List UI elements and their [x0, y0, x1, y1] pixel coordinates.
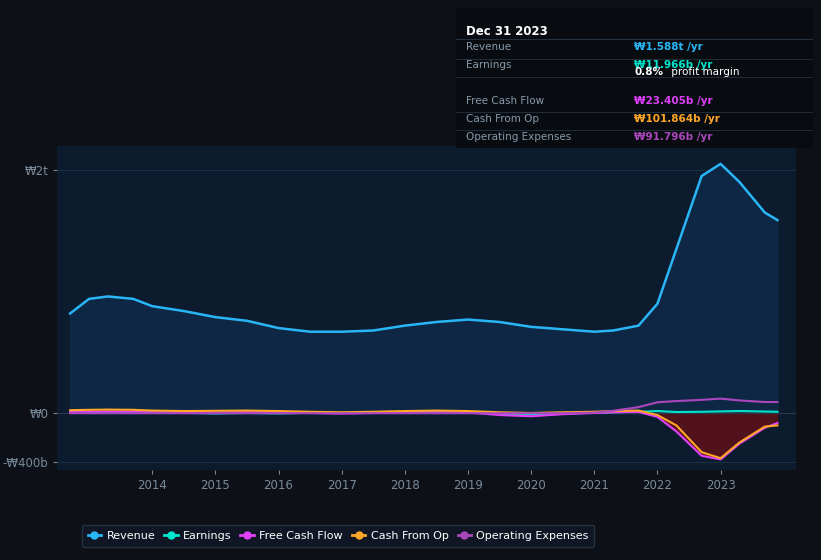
Text: Cash From Op: Cash From Op [466, 114, 539, 124]
Text: profit margin: profit margin [668, 67, 740, 77]
Legend: Revenue, Earnings, Free Cash Flow, Cash From Op, Operating Expenses: Revenue, Earnings, Free Cash Flow, Cash … [82, 525, 594, 547]
Text: ₩91.796b /yr: ₩91.796b /yr [635, 132, 713, 142]
Text: Earnings: Earnings [466, 60, 511, 70]
Text: Free Cash Flow: Free Cash Flow [466, 96, 544, 106]
Text: Dec 31 2023: Dec 31 2023 [466, 25, 548, 38]
Text: 0.8%: 0.8% [635, 67, 663, 77]
Text: ₩11.966b /yr: ₩11.966b /yr [635, 60, 713, 70]
Text: ₩101.864b /yr: ₩101.864b /yr [635, 114, 720, 124]
Text: Revenue: Revenue [466, 42, 511, 52]
Text: ₩1.588t /yr: ₩1.588t /yr [635, 42, 703, 52]
Text: ₩23.405b /yr: ₩23.405b /yr [635, 96, 713, 106]
Text: Operating Expenses: Operating Expenses [466, 132, 571, 142]
